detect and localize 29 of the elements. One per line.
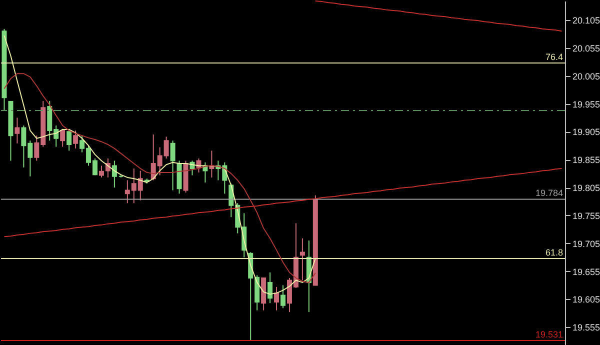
y-tick-label: 19.705 [572,238,600,249]
candlestick [60,128,66,148]
y-tick-label: 19.805 [572,183,600,194]
candlestick [280,284,286,309]
candlestick [274,286,280,311]
line-series [314,0,562,32]
y-tick-label: 19.855 [572,155,600,166]
candlestick [300,238,305,281]
y-tick-label: 19.605 [572,294,600,305]
ref-line-label: 19.784 [535,188,563,198]
y-tick-label: 19.755 [572,210,600,221]
line-series [4,168,562,238]
y-tick-label: 19.655 [572,266,600,277]
y-tick-label: 19.955 [572,99,600,110]
candlestick [14,117,20,144]
y-tick-label: 20.105 [572,15,600,26]
candlestick [112,160,117,188]
y-tick-label: 19.555 [572,322,600,333]
y-tick-label: 20.005 [572,71,600,82]
annotation: 61.8 [545,247,563,258]
candlestick [170,140,176,191]
ref-line-label: 19.531 [535,330,563,340]
annotation: 76.4 [545,52,563,62]
candlestick [268,272,273,304]
candlestick [196,158,202,173]
candlestick [73,130,78,149]
y-tick-label: 19.905 [572,127,600,138]
y-tick-label: 20.055 [572,43,600,54]
line-series [4,73,316,283]
